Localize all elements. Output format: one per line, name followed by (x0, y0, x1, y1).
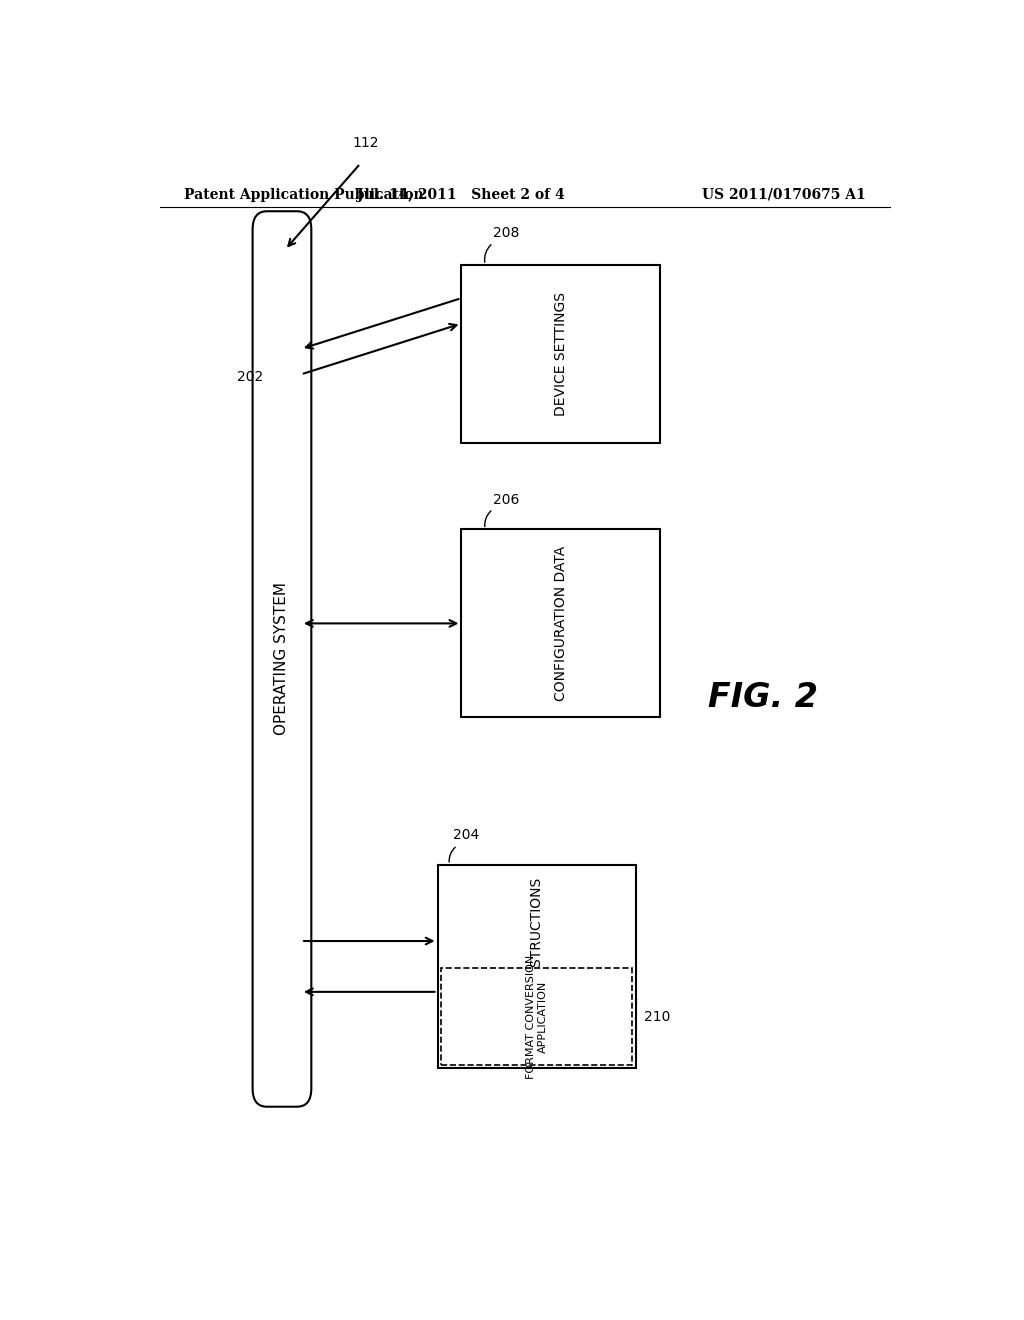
Text: US 2011/0170675 A1: US 2011/0170675 A1 (702, 187, 866, 202)
Bar (437, 865, 636, 1068)
Text: CONFIGURATION DATA: CONFIGURATION DATA (554, 545, 567, 701)
Text: Patent Application Publication: Patent Application Publication (183, 187, 423, 202)
Text: 208: 208 (494, 226, 519, 240)
FancyBboxPatch shape (253, 211, 311, 1106)
Text: 206: 206 (494, 494, 519, 507)
Text: PROGRAM INSTRUCTIONS: PROGRAM INSTRUCTIONS (529, 878, 544, 1056)
Text: 112: 112 (352, 136, 379, 150)
Text: DEVICE SETTINGS: DEVICE SETTINGS (554, 292, 567, 416)
Text: Jul. 14, 2011   Sheet 2 of 4: Jul. 14, 2011 Sheet 2 of 4 (357, 187, 565, 202)
Text: 202: 202 (237, 370, 263, 384)
Text: 204: 204 (454, 829, 479, 842)
Text: 210: 210 (644, 1010, 671, 1024)
Bar (441, 969, 632, 1065)
Text: FORMAT CONVERSION
APPLICATION: FORMAT CONVERSION APPLICATION (526, 954, 548, 1078)
Text: OPERATING SYSTEM: OPERATING SYSTEM (274, 582, 290, 735)
Text: FIG. 2: FIG. 2 (708, 681, 818, 714)
Bar (461, 265, 659, 444)
Bar (461, 529, 659, 718)
